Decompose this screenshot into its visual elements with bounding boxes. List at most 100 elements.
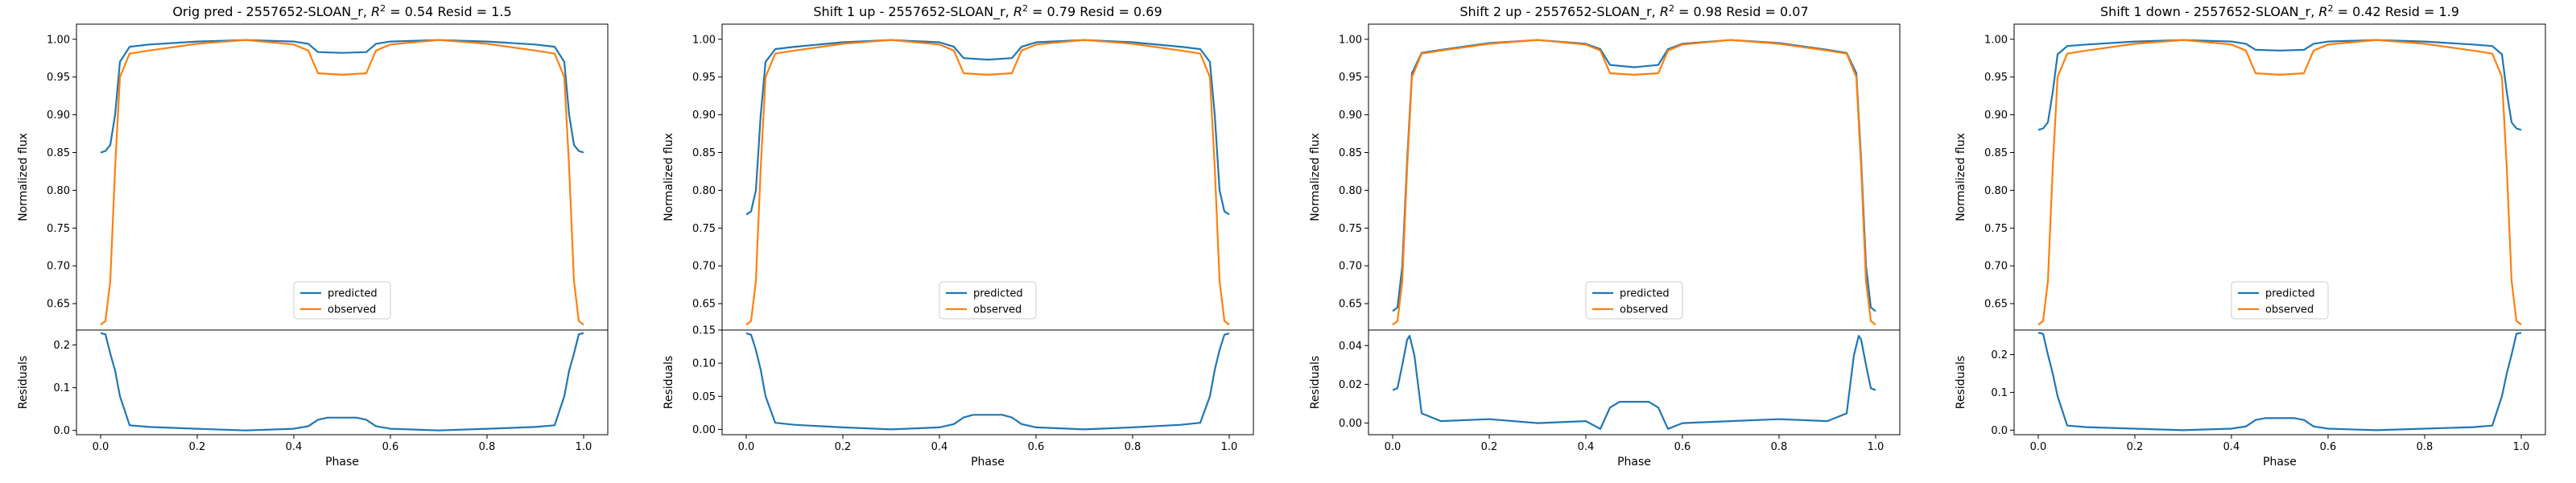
flux-ytick-label: 0.95 [692,72,716,84]
residual-ytick-label: 0.0 [1991,425,2008,437]
flux-ytick-label: 0.75 [692,223,716,235]
xtick-label: 0.0 [93,441,109,453]
series-line-observed [745,39,1230,326]
flux-ytick-label: 0.65 [1984,299,2008,311]
flux-ytick-label: 0.85 [1984,147,2008,159]
flux-ytick-label: 1.00 [47,34,70,46]
title-main: Shift 1 up - 2557652-SLOAN_r, [813,4,1013,20]
legend: predicted observed [1585,281,1683,320]
residual-line [2037,332,2522,431]
residual-axes-frame [1368,329,1901,436]
xtick-label: 0.8 [1771,441,1788,453]
flux-ylabel: Normalized flux [1309,133,1322,221]
residual-ytick-label: 0.02 [1339,379,1362,391]
flux-ytick-label: 0.85 [1339,147,1362,159]
title-main: Orig pred - 2557652-SLOAN_r, [172,4,371,20]
legend-label-observed: observed [1620,304,1668,316]
flux-ytick-label: 0.95 [1339,72,1362,84]
title-stats: = 0.79 Resid = 0.69 [1028,4,1162,19]
flux-ytick-label: 0.80 [692,185,716,197]
flux-ytick-label: 1.00 [1339,34,1362,46]
series-line-observed [100,39,584,326]
flux-ytick-label: 0.65 [1339,299,1362,311]
legend: predicted observed [2231,281,2329,320]
panel-1: Orig pred - 2557652-SLOAN_r, R2 = 0.54 R… [17,3,609,469]
title-r-symbol: R [371,4,380,19]
series-line-predicted [1392,39,1876,312]
xtick-label: 0.2 [189,441,206,453]
residual-ytick-label: 0.1 [1991,387,2008,399]
xtick-label: 0.8 [2417,441,2434,453]
flux-ytick-label: 0.75 [1984,223,2008,235]
title-r-symbol: R [1013,4,1022,19]
flux-ytick-label: 0.90 [1984,109,2008,122]
residual-ytick-label: 0.0 [53,425,70,437]
title-r-symbol: R [1660,4,1669,19]
title-main: Shift 2 up - 2557652-SLOAN_r, [1459,4,1659,20]
residual-ylabel: Residuals [1955,356,1967,409]
flux-ytick-label: 0.75 [47,223,70,235]
flux-ytick-label: 0.90 [47,109,70,122]
xtick-label: 0.6 [382,441,399,453]
chart-title: Orig pred - 2557652-SLOAN_r, R2 = 0.54 R… [172,3,511,20]
xtick-label: 0.8 [1125,441,1141,453]
residual-ylabel: Residuals [1309,356,1322,409]
residual-ytick-label: 0.05 [692,391,716,403]
chart-title: Shift 1 up - 2557652-SLOAN_r, R2 = 0.79 … [813,3,1162,20]
residual-ytick-label: 0.1 [53,382,70,394]
flux-ylabel: Normalized flux [1955,133,1967,221]
xtick-label: 0.2 [1481,441,1498,453]
title-r-symbol: R [2318,4,2327,19]
xtick-label: 0.8 [479,441,496,453]
xlabel: Phase [325,456,359,469]
flux-ytick-label: 0.70 [47,261,70,273]
xtick-label: 0.2 [835,441,852,453]
xtick-label: 0.6 [1674,441,1691,453]
series-line-predicted [2037,39,2522,131]
series-line-predicted [745,39,1230,216]
residual-line [1392,335,1876,430]
legend: predicted observed [939,281,1037,320]
legend-label-predicted: predicted [328,288,378,300]
residual-ylabel: Residuals [17,356,30,409]
flux-ytick-label: 0.80 [1984,185,2008,197]
xtick-label: 0.0 [738,441,755,453]
series-line-observed [1392,39,1876,326]
xtick-label: 1.0 [576,441,592,453]
residual-axes-frame [721,329,1254,436]
residual-line [100,332,584,431]
residual-line [745,332,1230,431]
flux-ytick-label: 1.00 [692,34,716,46]
legend-label-observed: observed [2265,304,2314,316]
series-line-predicted [100,39,584,154]
residual-axes-frame [76,329,609,436]
residual-ytick-label: 0.04 [1339,341,1362,353]
flux-ytick-label: 0.90 [692,109,716,122]
flux-ytick-label: 0.75 [1339,223,1362,235]
flux-ytick-label: 0.95 [1984,72,2008,84]
xtick-label: 0.0 [1385,441,1402,453]
flux-ytick-label: 0.95 [47,72,70,84]
xtick-label: 1.0 [2513,441,2530,453]
residual-ytick-label: 0.10 [692,358,716,370]
residual-ytick-label: 0.00 [692,424,716,436]
panel-2: Shift 1 up - 2557652-SLOAN_r, R2 = 0.79 … [663,3,1254,469]
flux-ytick-label: 0.80 [1339,185,1362,197]
flux-ytick-label: 0.85 [47,147,70,159]
xtick-label: 1.0 [1221,441,1238,453]
legend-label-observed: observed [973,304,1022,316]
series-line-observed [2037,39,2522,326]
xtick-label: 0.4 [286,441,303,453]
flux-ytick-label: 1.00 [1984,34,2008,46]
legend-label-predicted: predicted [973,288,1023,300]
residual-ytick-label: 0.2 [1991,349,2008,361]
xtick-label: 0.0 [2030,441,2047,453]
title-stats: = 0.54 Resid = 1.5 [386,4,512,19]
xlabel: Phase [971,456,1005,469]
legend-label-predicted: predicted [2265,288,2315,300]
xlabel: Phase [2263,456,2297,469]
residual-axes-frame [2013,329,2546,436]
flux-ylabel: Normalized flux [663,133,675,221]
flux-ytick-label: 0.70 [1339,261,1362,273]
